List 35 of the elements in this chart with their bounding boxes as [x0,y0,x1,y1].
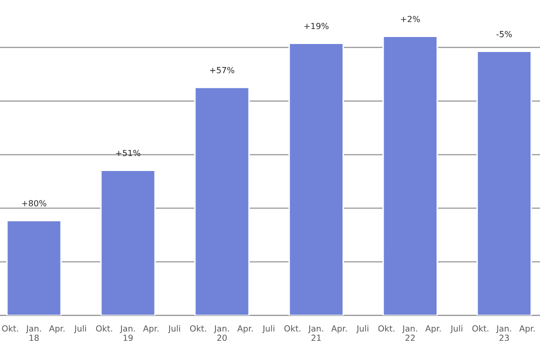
bar [476,50,532,316]
x-tick-label: Jan. 19 [120,325,135,341]
x-tick-label: Apr. [519,325,535,334]
x-tick-label: Okt. [378,325,394,332]
annotation: +80% [22,200,46,206]
annotation: +51% [116,150,140,156]
bar [382,36,438,316]
annotation: -5% [496,30,512,38]
x-tick-label: Juli [450,325,462,334]
bar [288,42,344,316]
x-tick-label: Jan. 18 [26,325,41,341]
x-tick-label: Juli [356,325,368,334]
x-tick-label: Juli [168,325,180,334]
x-tick-label: Okt. [284,325,300,332]
x-tick-label: Jan. 21 [308,325,324,341]
bar [194,86,250,316]
x-tick-label: Jan. 22 [402,325,418,341]
x-tick-label: Apr. [425,325,441,334]
x-tick-label: Juli [74,325,86,334]
x-tick-label: Okt. [96,325,112,332]
x-tick-label: Okt. [190,325,206,332]
bar [6,220,62,316]
x-tick-label: Apr. [331,325,347,334]
x-tick-label: Apr. [49,325,64,334]
annotation: +19% [304,22,329,30]
x-tick-label: Okt. [472,325,488,332]
x-tick-label: Apr. [143,325,158,334]
x-tick-label: Apr. [237,325,253,334]
x-tick-label: Jan. 20 [214,325,229,341]
x-tick-label: Okt. [2,325,18,332]
annotation: +57% [210,66,234,74]
x-tick-label: Juli [262,325,274,334]
annotation: +2% [400,16,420,22]
bar [100,170,156,316]
x-tick-label: Jan. 23 [496,325,512,341]
